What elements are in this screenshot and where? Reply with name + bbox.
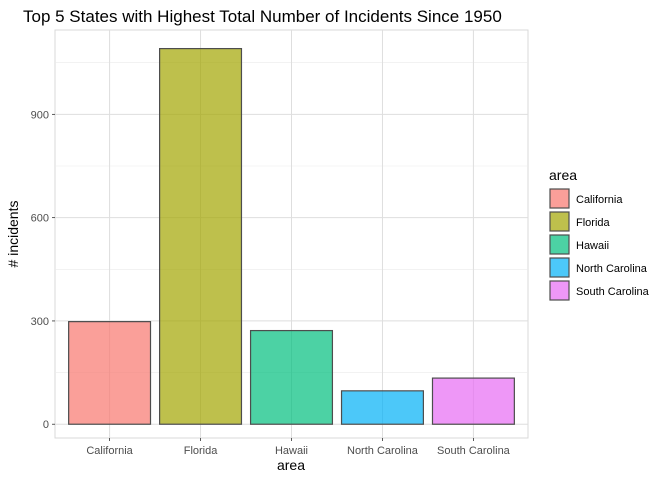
legend-label: Florida bbox=[576, 217, 611, 229]
x-axis-title: area bbox=[277, 457, 305, 473]
y-tick-label: 900 bbox=[31, 109, 49, 121]
legend-key bbox=[549, 188, 570, 209]
legend-key bbox=[549, 234, 570, 255]
y-tick-label: 600 bbox=[31, 213, 49, 225]
legend-label: South Carolina bbox=[576, 286, 650, 298]
bar-hawaii bbox=[249, 329, 334, 425]
legend-key bbox=[549, 280, 570, 301]
y-tick-label: 300 bbox=[31, 316, 49, 328]
y-axis-title: # incidents bbox=[5, 201, 21, 268]
x-tick-label: Hawaii bbox=[275, 445, 308, 457]
legend-key bbox=[549, 257, 570, 278]
bar-california bbox=[68, 321, 152, 425]
legend-label: North Carolina bbox=[576, 263, 648, 275]
bar-south-carolina bbox=[431, 377, 515, 425]
bar-north-carolina bbox=[340, 390, 424, 425]
legend-label: Hawaii bbox=[576, 240, 609, 252]
x-tick-label: Florida bbox=[184, 445, 219, 457]
chart-title: Top 5 States with Highest Total Number o… bbox=[23, 7, 502, 26]
legend-key bbox=[549, 211, 570, 232]
x-tick-label: North Carolina bbox=[347, 445, 419, 457]
legend-label: California bbox=[576, 194, 623, 206]
legend-title: area bbox=[549, 167, 577, 183]
plot-panel bbox=[54, 29, 529, 439]
x-tick-label: South Carolina bbox=[437, 445, 511, 457]
bars bbox=[68, 47, 515, 425]
y-tick-label: 0 bbox=[43, 419, 49, 431]
y-axis: 0 300 600 900 bbox=[31, 109, 55, 431]
x-axis: California Florida Hawaii North Carolina Sou… bbox=[86, 438, 511, 457]
x-tick-label: California bbox=[86, 445, 133, 457]
bar-florida bbox=[159, 47, 243, 425]
legend: area California Florida Hawaii North Caroli… bbox=[549, 167, 650, 301]
